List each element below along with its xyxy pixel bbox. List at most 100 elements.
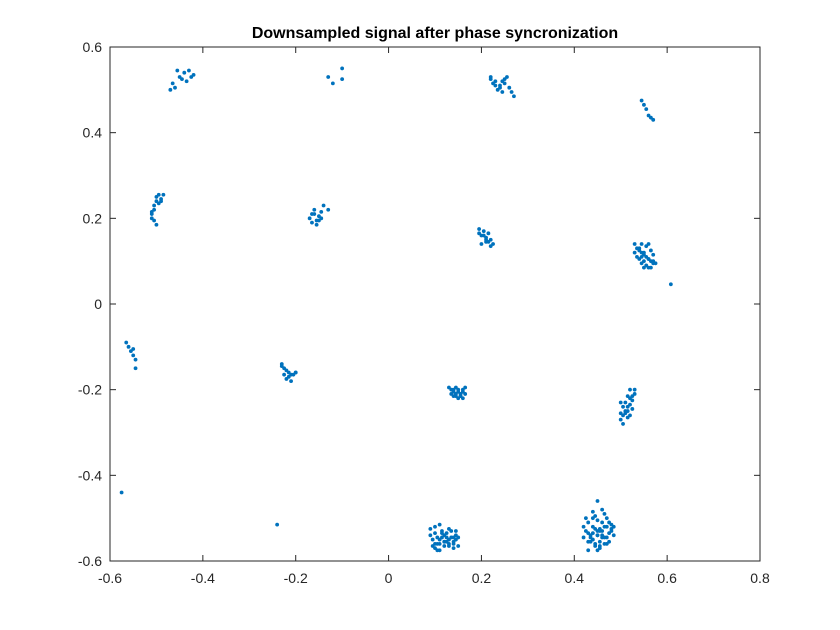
data-point bbox=[312, 207, 317, 212]
plot-area: -0.6 -0.4 -0.2 0 0.2 0.4 0.6 0.8 -0.6 -0.4 -0.2 0 0… bbox=[78, 39, 770, 586]
x-axis: -0.6 -0.4 -0.2 0 0.2 0.4 0.6 0.8 bbox=[98, 47, 770, 586]
data-point bbox=[628, 413, 632, 418]
data-point bbox=[618, 417, 623, 422]
data-point bbox=[435, 541, 440, 546]
data-point bbox=[642, 102, 646, 107]
data-point bbox=[449, 535, 454, 540]
data-point bbox=[581, 524, 586, 529]
data-point bbox=[312, 212, 317, 216]
data-point bbox=[430, 544, 435, 548]
data-point bbox=[173, 85, 177, 90]
data-point bbox=[600, 507, 605, 512]
data-point bbox=[590, 509, 595, 514]
data-point bbox=[595, 518, 600, 523]
x-tick-label: -0.4 bbox=[191, 570, 215, 586]
data-point bbox=[284, 377, 289, 381]
data-point bbox=[340, 77, 345, 82]
data-point bbox=[330, 81, 335, 86]
data-point bbox=[317, 218, 321, 223]
data-point bbox=[593, 541, 598, 546]
data-point bbox=[639, 242, 644, 246]
data-point bbox=[430, 537, 435, 542]
data-point bbox=[326, 207, 331, 212]
data-point bbox=[625, 409, 630, 413]
data-point bbox=[509, 90, 514, 94]
data-point bbox=[512, 94, 516, 99]
x-tick-label: 0.8 bbox=[750, 570, 770, 586]
data-point bbox=[639, 98, 644, 103]
axes-box bbox=[109, 46, 761, 562]
data-point bbox=[602, 524, 607, 529]
y-tick-label: -0.4 bbox=[78, 467, 102, 483]
data-point bbox=[646, 242, 651, 246]
data-point bbox=[611, 533, 616, 538]
data-point bbox=[453, 537, 458, 542]
data-point bbox=[484, 237, 488, 242]
data-point bbox=[458, 392, 463, 396]
data-point bbox=[131, 353, 136, 358]
data-point bbox=[340, 66, 345, 71]
data-point bbox=[451, 546, 456, 551]
data-point bbox=[500, 90, 505, 94]
data-point bbox=[491, 242, 495, 246]
data-point bbox=[293, 370, 298, 375]
data-point bbox=[149, 210, 154, 214]
data-point bbox=[152, 218, 157, 223]
data-point bbox=[637, 246, 642, 251]
data-point bbox=[442, 544, 447, 548]
data-point bbox=[648, 248, 653, 253]
data-point bbox=[623, 400, 628, 405]
data-point bbox=[307, 216, 312, 221]
data-point bbox=[170, 81, 175, 86]
data-point bbox=[609, 529, 614, 533]
data-point bbox=[597, 539, 602, 544]
data-point bbox=[630, 407, 635, 411]
data-point bbox=[644, 107, 649, 112]
data-point bbox=[590, 524, 595, 529]
data-point bbox=[447, 544, 451, 548]
data-point bbox=[639, 261, 644, 266]
y-tick-label: 0.4 bbox=[83, 125, 103, 141]
data-point bbox=[442, 539, 447, 544]
data-point bbox=[279, 364, 284, 369]
data-point bbox=[630, 394, 635, 398]
data-point bbox=[453, 394, 458, 398]
x-tick-label: 0.6 bbox=[657, 570, 677, 586]
data-point bbox=[493, 83, 498, 88]
data-point bbox=[642, 250, 646, 255]
data-point bbox=[632, 242, 637, 246]
data-point bbox=[588, 533, 593, 538]
data-point bbox=[444, 531, 449, 536]
data-point bbox=[642, 265, 646, 270]
data-point bbox=[182, 70, 187, 75]
data-point bbox=[621, 422, 625, 426]
data-point bbox=[505, 75, 509, 79]
data-point bbox=[607, 520, 612, 525]
data-point bbox=[119, 490, 124, 495]
data-point bbox=[602, 511, 607, 516]
data-point bbox=[646, 257, 651, 261]
data-point bbox=[586, 520, 591, 525]
data-point bbox=[597, 544, 602, 548]
data-point bbox=[479, 242, 484, 246]
data-point bbox=[593, 514, 598, 518]
data-point bbox=[618, 411, 623, 416]
y-tick-label: -0.6 bbox=[78, 553, 102, 569]
data-point bbox=[282, 372, 287, 377]
chart-title: Downsampled signal after phase syncroniz… bbox=[252, 25, 618, 42]
data-point bbox=[481, 229, 486, 234]
data-point bbox=[428, 533, 433, 538]
data-point bbox=[581, 535, 586, 540]
data-point bbox=[583, 516, 588, 521]
data-point bbox=[651, 117, 656, 122]
data-point bbox=[275, 522, 280, 527]
data-point bbox=[447, 526, 451, 531]
data-point bbox=[586, 539, 591, 544]
data-point bbox=[126, 344, 131, 349]
data-point bbox=[632, 387, 637, 392]
data-point bbox=[611, 524, 616, 529]
data-point bbox=[321, 203, 326, 208]
data-point bbox=[187, 68, 191, 73]
data-point bbox=[637, 257, 642, 261]
